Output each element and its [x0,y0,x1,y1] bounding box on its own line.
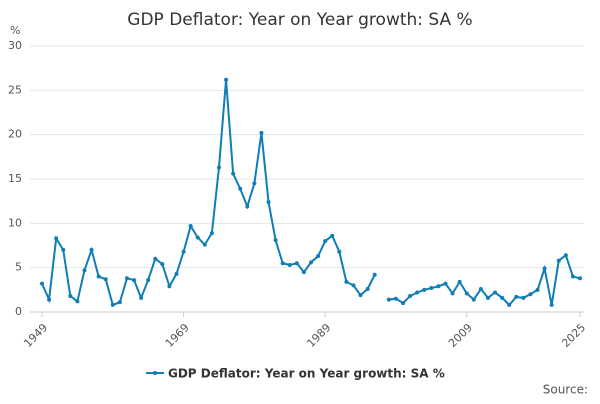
data-point [294,261,299,266]
data-point [245,204,250,209]
data-point [393,296,398,301]
data-point [351,283,356,288]
data-point [224,77,229,82]
data-point [450,291,455,296]
data-point [372,272,377,277]
data-point [436,284,441,289]
data-point [578,276,582,281]
data-point [146,278,151,283]
chart-title: GDP Deflator: Year on Year growth: SA % [127,10,472,30]
data-point [252,181,257,186]
data-point [61,247,66,252]
y-tick-label: 15 [8,172,22,185]
x-tick-label: 2009 [446,321,475,350]
data-point [478,286,483,291]
data-point [103,277,108,282]
data-point [471,297,476,302]
data-point [160,262,165,267]
x-tick-label: 2025 [559,321,588,350]
data-point [167,284,172,289]
legend-label: GDP Deflator: Year on Year growth: SA % [168,367,445,381]
data-point [68,294,73,299]
data-point [216,165,221,170]
data-point [386,297,391,302]
y-tick-label: 0 [15,305,22,318]
data-point [570,274,575,279]
data-point [500,295,505,300]
data-point [153,256,158,261]
data-point [535,287,540,292]
data-point [422,287,427,292]
data-point [231,171,236,176]
data-point [429,286,434,291]
data-point [507,302,512,307]
data-point [96,274,101,279]
data-point [485,295,490,300]
x-tick-label: 1969 [163,321,192,350]
data-point [563,253,568,258]
data-point [521,295,526,300]
x-tick-label: 1989 [304,321,333,350]
data-point [344,279,349,284]
data-point [401,301,406,306]
data-point [132,278,137,283]
data-point [273,238,278,243]
data-point [47,297,52,302]
data-point [493,290,498,295]
data-point [309,260,313,265]
data-point [287,263,292,268]
series-line [41,79,581,307]
data-point [124,276,129,281]
data-point [202,242,207,247]
data-point [316,254,321,259]
data-point [542,266,547,271]
data-point [323,239,328,244]
data-point [301,270,306,275]
data-point [415,290,420,295]
data-point [556,258,561,263]
data-point [75,299,80,304]
data-point [209,231,214,236]
data-point [408,294,413,299]
data-point [443,281,448,286]
legend-marker [153,371,157,375]
data-point [110,302,115,307]
data-point [174,271,179,276]
data-point [464,291,469,296]
data-point [117,300,122,305]
y-unit: % [10,24,20,37]
data-point [457,279,462,284]
data-point [40,281,44,286]
data-point [82,268,87,273]
data-point [259,130,264,135]
data-point [188,223,193,228]
data-point [549,302,554,307]
data-point [89,247,94,252]
data-point [365,286,370,291]
data-point [280,261,285,266]
source: Source: [543,383,588,397]
data-point [195,235,200,240]
data-point [528,292,533,297]
data-point [54,236,59,241]
data-point [330,233,335,238]
data-point [337,249,342,254]
x-tick-label: 1949 [21,321,50,350]
data-point [139,295,144,300]
y-tick-label: 25 [8,83,22,96]
y-tick-label: 20 [8,128,22,141]
data-point [358,293,363,298]
y-tick-label: 30 [8,39,22,52]
data-point [514,294,519,299]
data-point [181,249,186,254]
data-point [238,186,243,191]
y-tick-label: 5 [15,261,22,274]
y-tick-label: 10 [8,216,22,229]
data-point [266,200,271,205]
